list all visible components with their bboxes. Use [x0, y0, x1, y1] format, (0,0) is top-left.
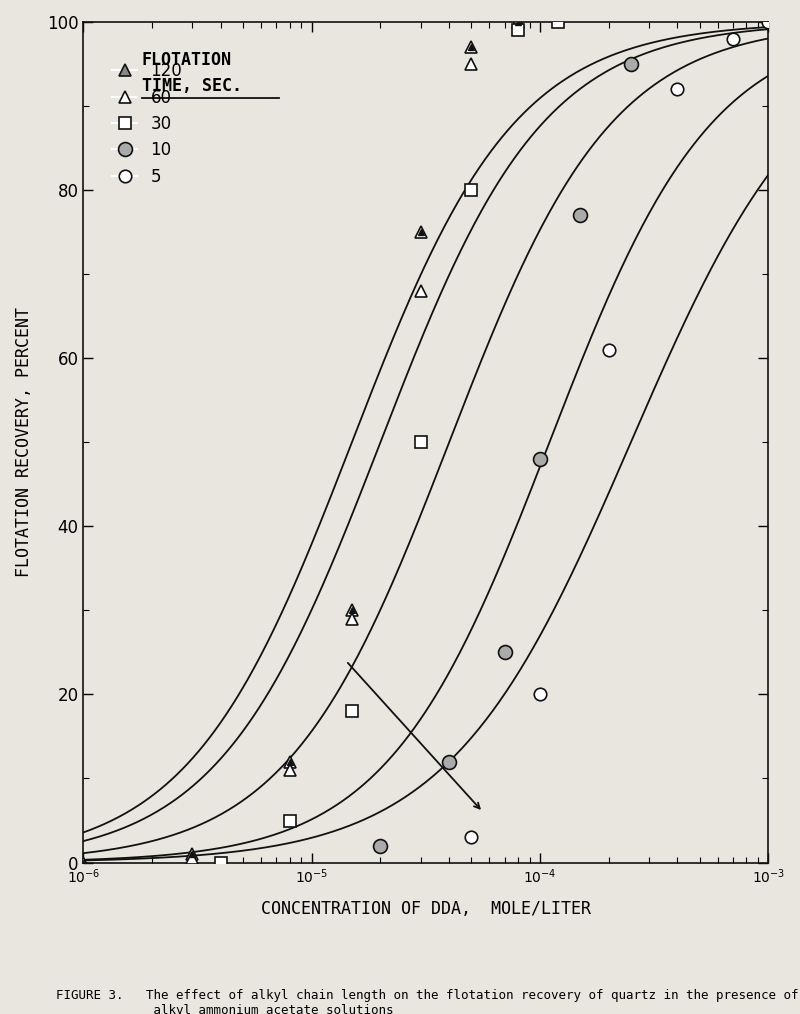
Y-axis label: FLOTATION RECOVERY, PERCENT: FLOTATION RECOVERY, PERCENT	[15, 307, 33, 577]
Legend: 120, 60, 30, 10, 5: 120, 60, 30, 10, 5	[106, 56, 189, 193]
Text: TIME, SEC.: TIME, SEC.	[142, 77, 242, 94]
X-axis label: CONCENTRATION OF DDA,  MOLE/LITER: CONCENTRATION OF DDA, MOLE/LITER	[261, 899, 591, 918]
Text: FIGURE 3.   The effect of alkyl chain length on the flotation recovery of quartz: FIGURE 3. The effect of alkyl chain leng…	[56, 989, 798, 1014]
Text: FLOTATION: FLOTATION	[142, 52, 231, 69]
